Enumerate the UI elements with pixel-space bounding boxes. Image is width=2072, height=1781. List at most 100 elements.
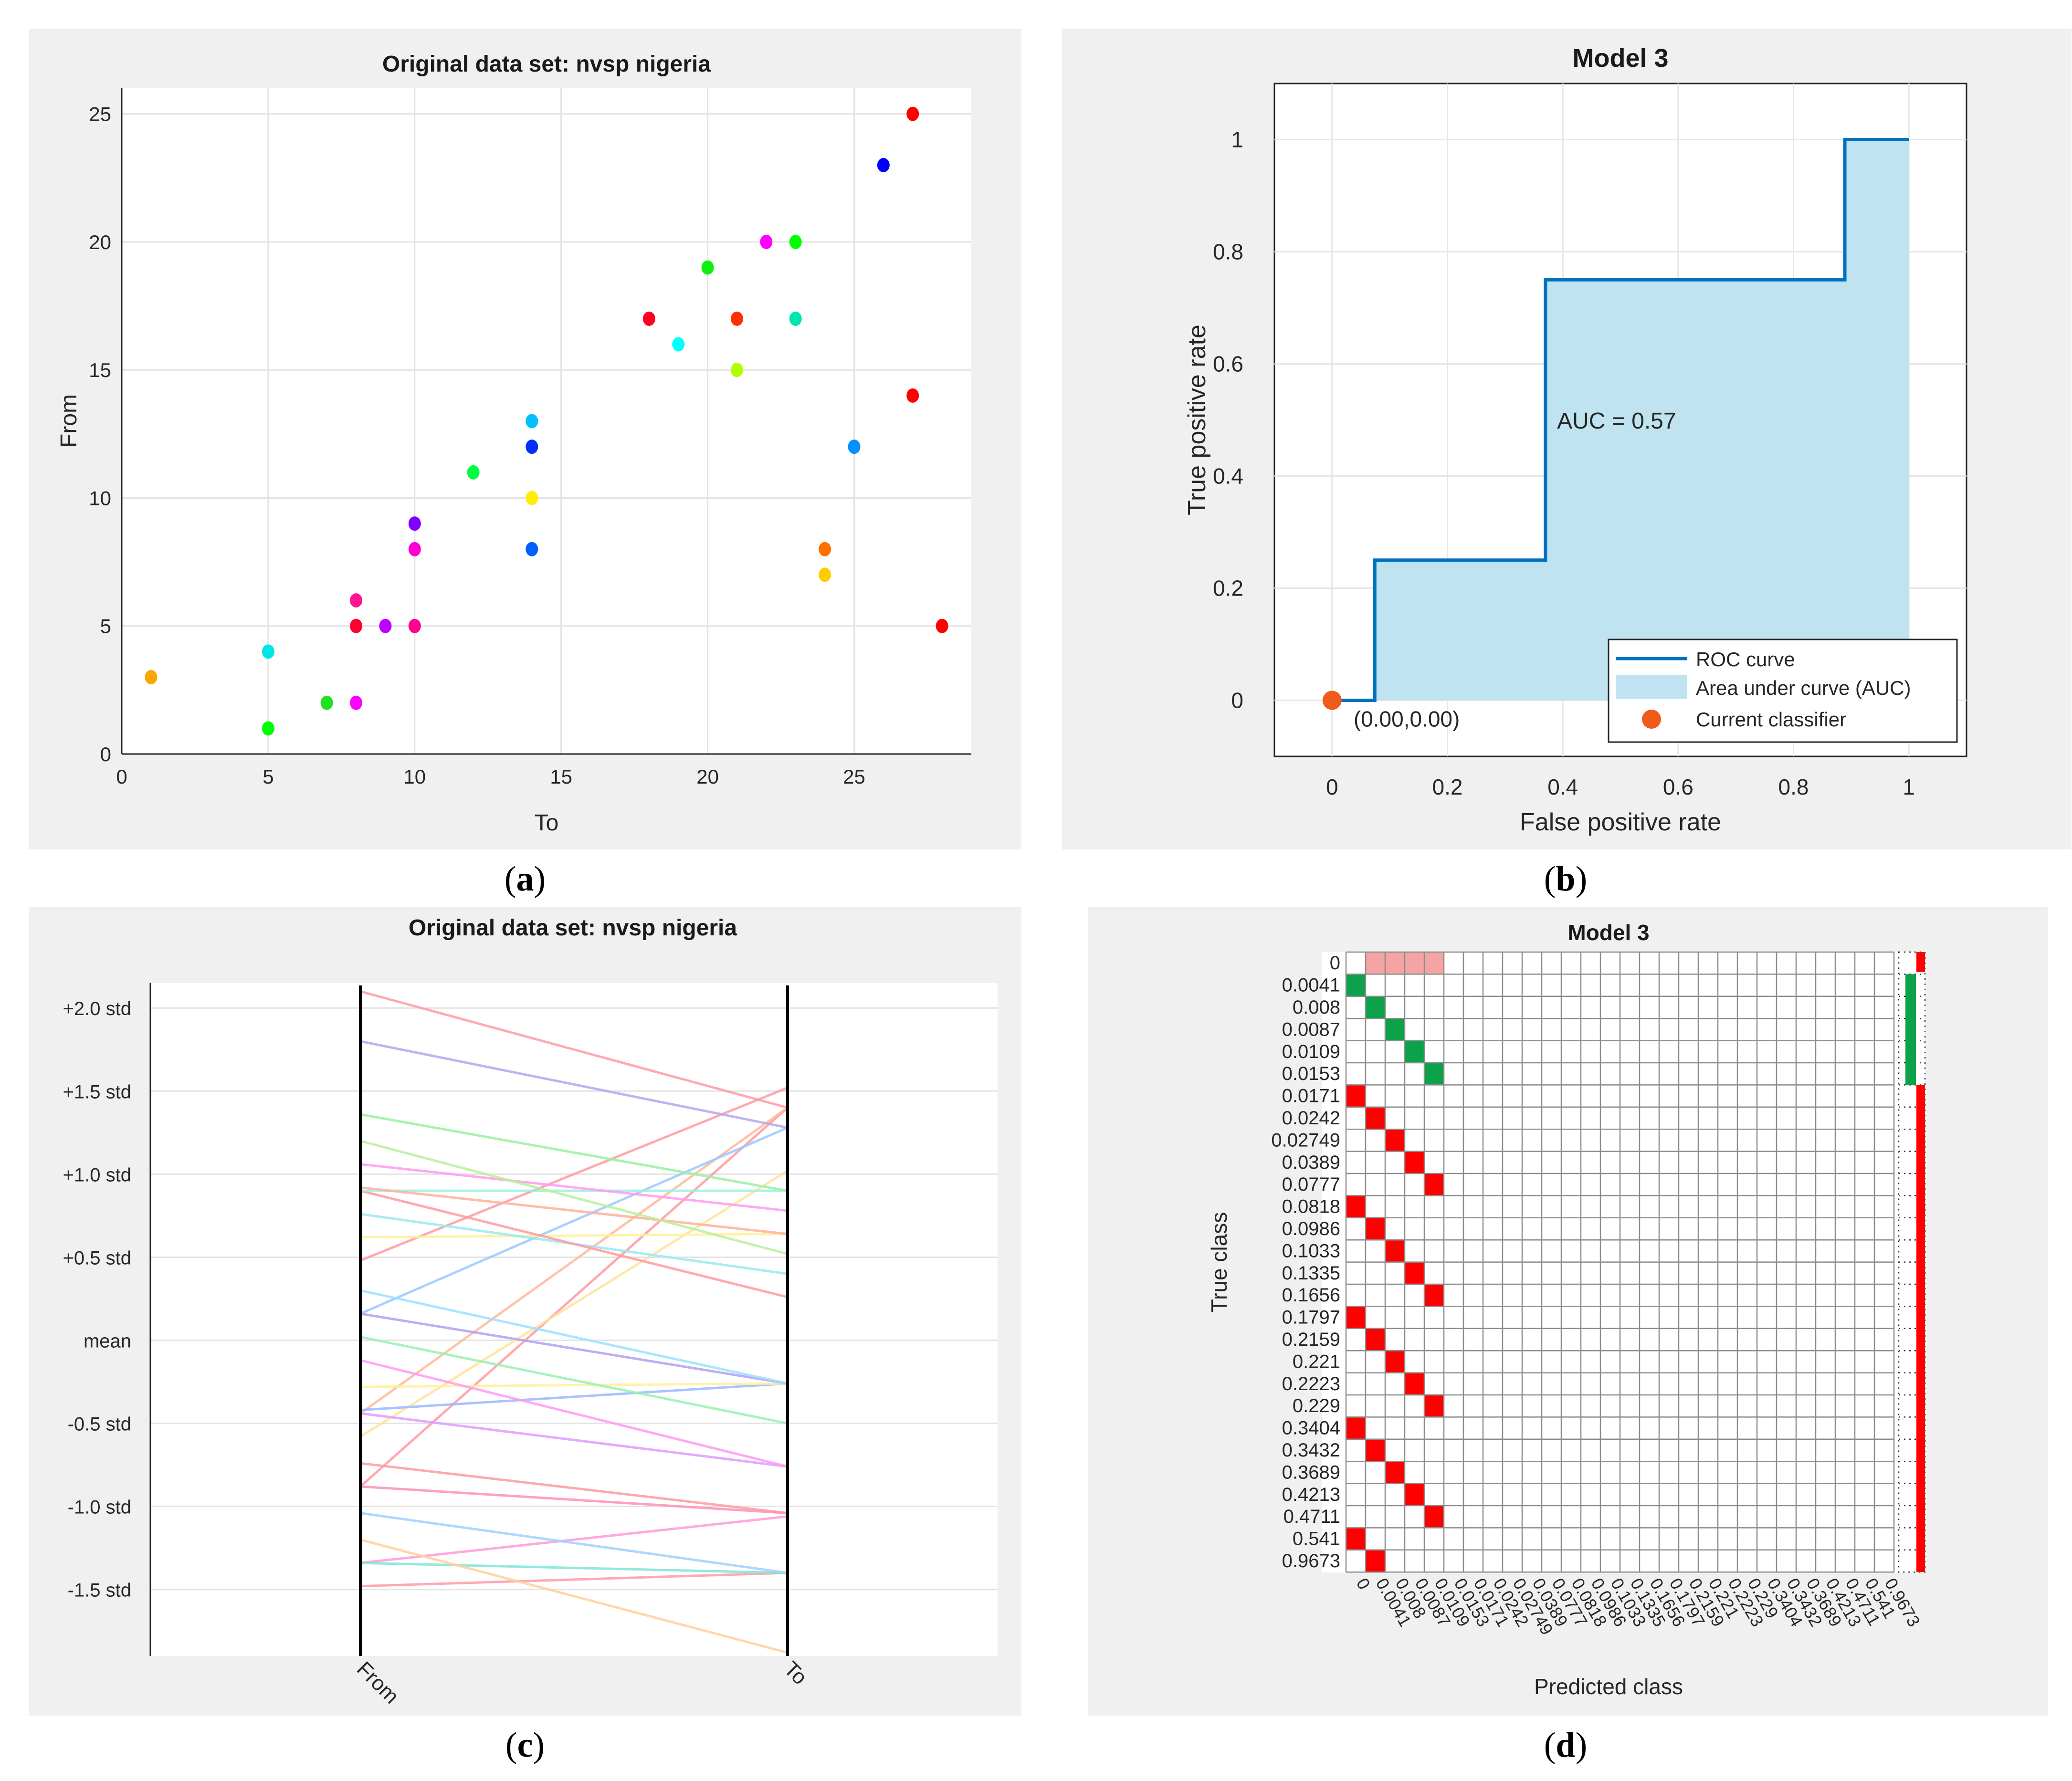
true-class-label: 0.0389 xyxy=(1282,1152,1340,1173)
confusion-matrix-chart-d: 00.00410.0080.00870.01090.01530.01710.02… xyxy=(1088,907,2048,1716)
y-tick-label: 10 xyxy=(89,487,111,509)
true-class-label: 0.0153 xyxy=(1282,1063,1340,1084)
scatter-point xyxy=(936,618,948,633)
true-class-label: 0.1797 xyxy=(1282,1307,1340,1328)
x-tick-label: 1 xyxy=(1903,775,1915,799)
true-class-label: 0.221 xyxy=(1293,1351,1340,1372)
scatter-point xyxy=(350,593,363,608)
caption-d: (d) xyxy=(1544,1726,1588,1765)
x-tick-label: 0.2 xyxy=(1432,775,1463,799)
matrix-cell xyxy=(1366,996,1385,1019)
true-class-label: 0.2223 xyxy=(1282,1373,1340,1394)
scatter-chart-a: 0 5 10 15 20 25 0 5 10 15 20 25 Original data set: … xyxy=(29,29,1021,849)
scatter-point xyxy=(672,337,685,352)
series-line xyxy=(360,1515,788,1564)
true-class-label: 0.3432 xyxy=(1282,1440,1340,1461)
true-class-label: 0.02749 xyxy=(1271,1130,1340,1151)
chart-b-xlabel: False positive rate xyxy=(1520,808,1721,836)
series-line xyxy=(360,1538,788,1654)
scatter-point xyxy=(526,542,538,556)
matrix-cell xyxy=(1424,1284,1444,1307)
series-line xyxy=(360,1087,788,1262)
scatter-point xyxy=(320,695,333,710)
scatter-point xyxy=(526,491,538,505)
true-class-label: 0.4711 xyxy=(1283,1506,1340,1527)
parallel-coordinates-chart-c: +2.0 std +1.5 std +1.0 std +0.5 std mean -0.5… xyxy=(29,907,1021,1716)
matrix-cell-light xyxy=(1385,952,1405,974)
summary-bar-row-0 xyxy=(1916,952,1925,972)
true-class-label: 0.0041 xyxy=(1282,975,1340,996)
y-tick-label: +2.0 std xyxy=(63,998,131,1019)
matrix-cell xyxy=(1385,1461,1405,1484)
scatter-point xyxy=(730,363,743,377)
true-class-label: 0.0087 xyxy=(1282,1019,1340,1040)
matrix-cell xyxy=(1366,1550,1385,1572)
matrix-cell xyxy=(1405,1372,1424,1395)
summary-bar-correct xyxy=(1905,974,1916,1085)
matrix-cell xyxy=(1405,1483,1424,1506)
x-tick-label: 0.4 xyxy=(1547,775,1578,799)
true-class-label: 0.0777 xyxy=(1282,1174,1340,1195)
series-line xyxy=(360,1512,788,1574)
true-class-label: 0 xyxy=(1330,953,1340,974)
matrix-cell-light xyxy=(1405,952,1424,974)
x-tick-label: 0 xyxy=(116,765,127,788)
x-tick-label: 10 xyxy=(403,765,426,788)
matrix-cell xyxy=(1346,1195,1366,1218)
y-tick-label: +1.0 std xyxy=(63,1164,131,1185)
scatter-point xyxy=(526,440,538,454)
x-tick-label: 0 xyxy=(1326,775,1338,799)
true-class-label: 0.2159 xyxy=(1282,1329,1340,1350)
y-tick-label: -1.5 std xyxy=(68,1580,131,1601)
caption-c: (c) xyxy=(505,1726,545,1765)
current-classifier-label: (0.00,0.00) xyxy=(1354,707,1460,732)
legend-entry-auc: Area under curve (AUC) xyxy=(1696,677,1911,699)
scatter-point xyxy=(379,618,392,633)
caption-b: (b) xyxy=(1544,859,1588,899)
x-tick-label: 5 xyxy=(263,765,273,788)
legend-entry-classifier: Current classifier xyxy=(1696,708,1846,731)
x-tick-label: 20 xyxy=(696,765,719,788)
scatter-point xyxy=(467,465,480,480)
y-tick-label: 0 xyxy=(1231,688,1243,713)
scatter-point xyxy=(789,311,802,326)
y-tick-label: 25 xyxy=(89,103,111,126)
chart-d-xlabel: Predicted class xyxy=(1534,1674,1683,1699)
chart-a-title: Original data set: nvsp nigeria xyxy=(382,52,711,77)
true-class-label: 0.4213 xyxy=(1282,1484,1340,1505)
matrix-cell xyxy=(1366,1217,1385,1240)
true-class-label: 0.541 xyxy=(1293,1529,1340,1550)
series-line xyxy=(360,1359,788,1468)
true-class-label: 0.008 xyxy=(1293,997,1340,1018)
scatter-point xyxy=(906,388,919,403)
true-class-label: 0.0818 xyxy=(1282,1196,1340,1217)
scatter-point xyxy=(760,234,773,249)
series-line xyxy=(360,1336,788,1425)
roc-chart-b: (0.00,0.00) AUC = 0.57 0 0.2 0.4 0.6 0.8 1 0 0.… xyxy=(1062,29,2072,849)
scatter-point xyxy=(408,542,421,556)
matrix-cell xyxy=(1385,1129,1405,1152)
y-tick-label: 0.8 xyxy=(1213,240,1243,264)
true-class-label: 0.0171 xyxy=(1282,1086,1340,1107)
y-tick-label: -0.5 std xyxy=(68,1414,131,1435)
series-line xyxy=(360,1163,788,1212)
y-tick-label: mean xyxy=(84,1331,131,1352)
y-tick-label: 1 xyxy=(1231,127,1243,152)
current-classifier-marker xyxy=(1322,691,1342,710)
true-class-label: 0.3689 xyxy=(1282,1462,1340,1483)
x-tick-label: 0.8 xyxy=(1778,775,1809,799)
y-tick-label: 20 xyxy=(89,231,111,253)
y-tick-label: 0.6 xyxy=(1213,352,1243,377)
scatter-point xyxy=(730,311,743,326)
auc-label: AUC = 0.57 xyxy=(1557,409,1676,434)
matrix-cell xyxy=(1366,1439,1385,1462)
true-class-label: 0.229 xyxy=(1293,1395,1340,1416)
true-class-label: 0.0986 xyxy=(1282,1218,1340,1239)
series-line xyxy=(360,1126,788,1315)
true-class-label: 0.9673 xyxy=(1282,1551,1340,1571)
matrix-cell-light xyxy=(1366,952,1385,974)
matrix-cell xyxy=(1405,1151,1424,1173)
series-line xyxy=(360,1189,788,1299)
scatter-point xyxy=(906,106,919,121)
scatter-point xyxy=(526,414,538,429)
